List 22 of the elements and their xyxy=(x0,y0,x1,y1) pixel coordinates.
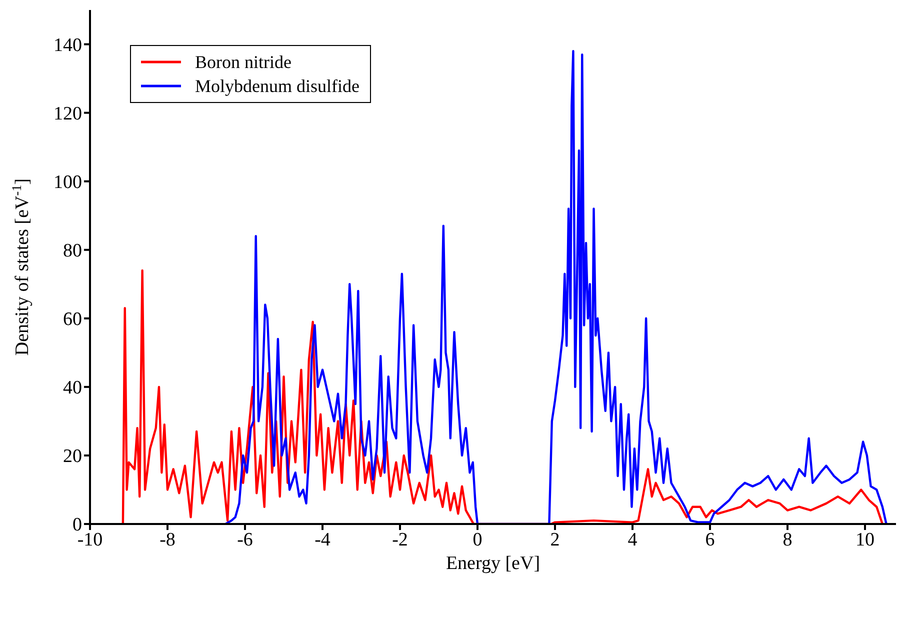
y-tick-label: 40 xyxy=(63,378,82,399)
line-series xyxy=(122,269,884,524)
x-tick-label: 6 xyxy=(705,529,715,550)
y-tick-label: 0 xyxy=(72,514,82,536)
x-tick-label: 10 xyxy=(856,529,874,550)
y-tick-label: 80 xyxy=(63,240,82,262)
legend-label: Molybdenum disulfide xyxy=(195,76,360,96)
x-tick-label: 4 xyxy=(628,529,638,550)
x-axis-title: Energy [eV] xyxy=(446,553,540,574)
y-tick-label: 100 xyxy=(54,172,82,194)
x-tick-label: 0 xyxy=(472,529,482,550)
x-tick-label: -4 xyxy=(314,529,331,550)
y-tick-label: 60 xyxy=(63,309,82,330)
x-tick-label: 2 xyxy=(550,529,560,550)
y-tick-label: 20 xyxy=(63,446,82,468)
legend-label: Boron nitride xyxy=(195,52,292,72)
x-tick-label: 8 xyxy=(782,529,792,550)
x-tick-label: -2 xyxy=(392,529,408,550)
x-tick-label: -8 xyxy=(160,529,176,550)
y-tick-label: 140 xyxy=(54,35,82,56)
y-tick-label: 120 xyxy=(54,104,82,125)
x-tick-label: -6 xyxy=(237,529,253,550)
